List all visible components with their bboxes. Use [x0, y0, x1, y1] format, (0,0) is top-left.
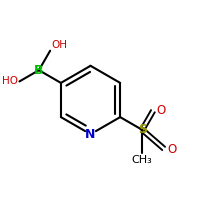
- Text: CH₃: CH₃: [132, 155, 153, 165]
- Text: OH: OH: [51, 40, 67, 50]
- Text: O: O: [156, 104, 166, 117]
- Text: O: O: [167, 143, 176, 156]
- Text: B: B: [34, 64, 44, 77]
- Text: HO: HO: [2, 76, 18, 86]
- Text: N: N: [85, 128, 96, 141]
- Text: S: S: [138, 123, 147, 136]
